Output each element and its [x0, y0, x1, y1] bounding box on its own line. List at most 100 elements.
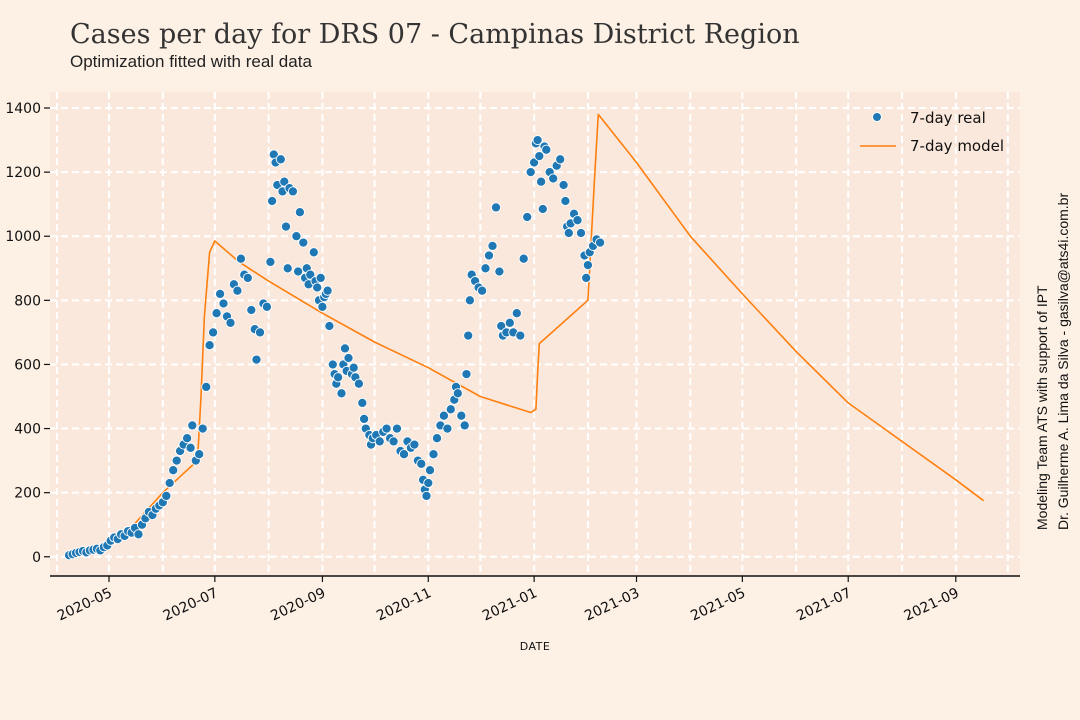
data-point-real: [317, 301, 328, 312]
data-point-real: [487, 240, 498, 251]
data-point-real: [416, 458, 427, 469]
x-tick-label: 2021-05: [688, 585, 748, 624]
y-tick-label: 400: [14, 422, 41, 438]
data-point-real: [322, 285, 333, 296]
data-point-real: [421, 490, 432, 501]
data-point-real: [308, 247, 319, 258]
legend-label-real: 7-day real: [910, 109, 986, 127]
data-point-real: [294, 207, 305, 218]
data-point-real: [504, 317, 515, 328]
data-point-real: [511, 308, 522, 319]
data-point-real: [287, 186, 298, 197]
data-point-real: [208, 327, 219, 338]
legend-marker-real: [872, 112, 882, 122]
data-point-real: [204, 340, 215, 351]
data-point-real: [251, 354, 262, 365]
y-tick-label: 800: [14, 293, 41, 309]
data-point-real: [398, 449, 410, 460]
data-point-real: [133, 529, 144, 540]
data-point-real: [445, 404, 456, 415]
data-point-real: [187, 420, 198, 431]
x-tick-label: 2021-09: [902, 585, 962, 624]
data-point-real: [293, 266, 304, 277]
credit-line-1: Modeling Team ATS with support of IPT: [1034, 285, 1050, 530]
data-point-real: [359, 413, 370, 424]
data-point-real: [161, 490, 172, 501]
data-point-real: [483, 250, 495, 261]
data-point-real: [452, 388, 463, 399]
data-point-real: [575, 227, 587, 239]
data-point-real: [232, 285, 243, 296]
chart-subtitle: Optimization fitted with real data: [70, 52, 312, 71]
data-point-real: [353, 378, 364, 389]
data-point-real: [225, 317, 236, 328]
data-point-real: [463, 330, 474, 341]
y-tick-label: 1200: [5, 165, 41, 181]
data-point-real: [275, 154, 286, 165]
x-tick-label: 2020-11: [374, 585, 434, 624]
data-point-real: [324, 320, 335, 332]
real-series: [64, 135, 606, 561]
data-point-real: [558, 179, 569, 191]
data-point-real: [327, 359, 338, 370]
data-point-real: [581, 272, 592, 283]
data-point-real: [343, 352, 354, 364]
data-point-real: [480, 263, 491, 274]
chart-title: Cases per day for DRS 07 - Campinas Dist…: [70, 19, 800, 50]
data-point-real: [537, 203, 548, 215]
y-tick-label: 0: [32, 550, 41, 566]
data-point-real: [254, 327, 266, 338]
data-point-real: [194, 449, 205, 460]
data-point-real: [518, 253, 529, 264]
credit-line-2: Dr. Guilherme A. Lima da Silva - gasilva…: [1055, 193, 1071, 530]
x-tick-label: 2020-07: [161, 585, 221, 624]
data-point-real: [532, 135, 543, 146]
data-point-real: [201, 381, 212, 392]
data-point-real: [456, 410, 467, 421]
x-tick-label: 2021-03: [582, 585, 642, 624]
data-point-real: [490, 202, 502, 213]
data-point-real: [477, 285, 488, 296]
data-point-real: [572, 215, 583, 226]
x-tick-label: 2021-07: [794, 585, 854, 624]
data-point-real: [197, 423, 208, 434]
data-point-real: [267, 195, 278, 207]
y-axis-ticks: 0 200 400 600 800 1000 1200 1400: [5, 101, 50, 566]
data-point-real: [261, 301, 272, 312]
data-point-real: [388, 436, 399, 447]
y-tick-label: 600: [14, 357, 41, 373]
data-point-real: [548, 173, 559, 184]
data-point-real: [536, 176, 547, 187]
data-point-real: [279, 176, 290, 187]
data-point-real: [555, 154, 566, 165]
data-point-real: [242, 272, 253, 283]
data-point-real: [357, 397, 368, 408]
data-point-real: [168, 465, 179, 476]
legend-label-model: 7-day model: [910, 137, 1004, 155]
data-point-real: [211, 308, 222, 319]
data-point-real: [560, 195, 571, 207]
data-point-real: [280, 221, 292, 232]
data-point-real: [431, 433, 443, 444]
x-tick-label: 2021-01: [480, 585, 540, 624]
legend: 7-day real 7-day model: [860, 109, 1004, 155]
data-point-real: [541, 144, 552, 155]
x-axis-ticks: 2020-05 2020-07 2020-09 2020-11 2021-01 2021-…: [55, 576, 962, 624]
data-point-real: [333, 372, 344, 383]
data-point-real: [438, 410, 449, 421]
data-point-real: [428, 449, 439, 460]
data-point-real: [171, 455, 182, 466]
data-point-real: [534, 151, 545, 162]
data-point-real: [582, 260, 593, 271]
data-point-real: [409, 439, 420, 450]
data-point-real: [515, 330, 526, 341]
data-point-real: [235, 253, 246, 264]
data-point-real: [215, 288, 226, 299]
data-point-real: [424, 465, 436, 476]
data-point-real: [336, 388, 347, 399]
data-point-real: [164, 477, 175, 489]
data-point-real: [381, 423, 392, 434]
data-point-real: [291, 231, 302, 242]
data-point-real: [461, 369, 472, 380]
grid: [50, 92, 1020, 576]
